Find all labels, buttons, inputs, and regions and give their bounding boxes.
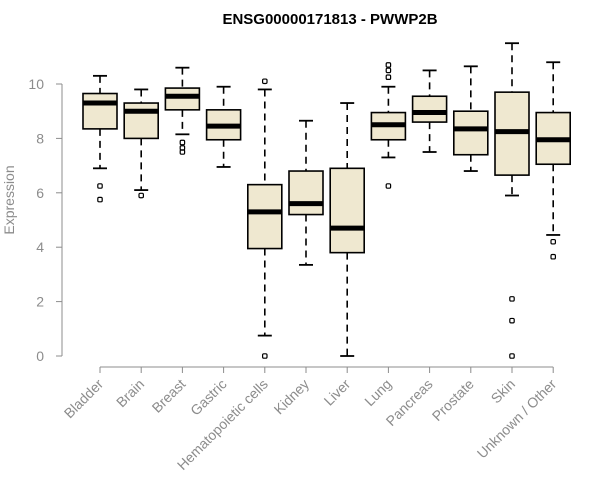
box-gastric [205, 85, 242, 168]
outlier-point [262, 78, 268, 85]
box-iqr [452, 110, 489, 156]
x-tick-label: Breast [149, 376, 189, 416]
outlier-point [550, 238, 557, 245]
x-tick-label: Brain [113, 376, 147, 410]
x-tick-label: Kidney [271, 376, 313, 418]
outlier-point [509, 317, 515, 324]
y-tick-label: 10 [28, 76, 44, 92]
y-tick-label: 8 [36, 130, 44, 146]
box-prostate [452, 65, 489, 172]
box-brain [123, 88, 159, 199]
box-iqr [247, 183, 283, 250]
box-iqr [123, 102, 159, 140]
outlier-point [509, 296, 515, 302]
box-unknown-other [535, 61, 572, 260]
box-iqr [164, 87, 201, 111]
outlier-point [385, 67, 392, 74]
outlier-point [262, 353, 268, 359]
box-bladder [82, 74, 118, 203]
box-lung [370, 62, 407, 189]
x-tick-label: Skin [488, 376, 519, 407]
outlier-point [138, 192, 145, 199]
outlier-point [509, 353, 515, 359]
box-iqr [288, 170, 324, 216]
outlier-point [385, 62, 392, 68]
y-tick-label: 6 [36, 185, 44, 201]
outlier-point [385, 74, 392, 81]
outlier-point [179, 139, 186, 146]
chart-title: ENSG00000171813 - PWWP2B [222, 11, 437, 28]
box-breast [164, 66, 201, 155]
x-tick-label: Bladder [61, 376, 107, 422]
x-tick-label: Lung [361, 376, 394, 409]
box-liver [329, 102, 366, 357]
outlier-point [179, 149, 186, 155]
outlier-point [97, 183, 103, 189]
box-pancreas [411, 69, 448, 153]
y-tick-label: 4 [36, 239, 44, 255]
y-axis: 0 2 4 6 8 10 [28, 76, 63, 364]
y-axis-label: Expression [1, 165, 17, 234]
x-tick-label: Liver [321, 376, 354, 409]
y-tick-label: 2 [36, 294, 44, 310]
box-hematopoietic-cells [247, 78, 283, 359]
outlier-point [97, 196, 103, 203]
x-tick-label: Prostate [429, 376, 477, 424]
y-tick-label: 0 [36, 348, 44, 364]
box-iqr [82, 92, 118, 130]
box-kidney [288, 119, 324, 266]
box-skin [494, 42, 530, 359]
outlier-point [550, 253, 557, 260]
boxes-group [82, 42, 572, 359]
box-iqr [411, 95, 448, 123]
box-iqr [329, 167, 366, 254]
outlier-point [385, 183, 392, 189]
